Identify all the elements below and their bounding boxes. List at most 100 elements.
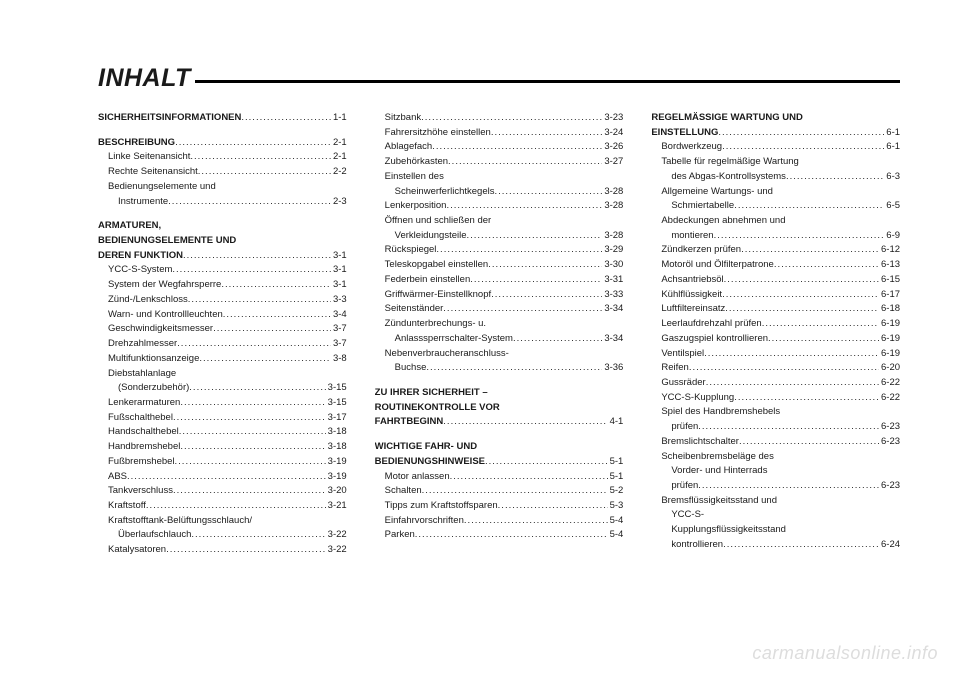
- toc-leader-dots: [725, 302, 879, 312]
- toc-entry-label: Vorder- und Hinterrads: [671, 464, 767, 479]
- toc-entry: Gussräder6-22: [651, 376, 900, 391]
- toc-entry-label: prüfen: [671, 479, 698, 494]
- toc-entry: Motor anlassen5-1: [375, 470, 624, 485]
- toc-entry-label: Warn- und Kontrollleuchten: [108, 308, 223, 323]
- toc-entry: Kühlflüssigkeit6-17: [651, 288, 900, 303]
- toc-entry: Multifunktionsanzeige3-8: [98, 352, 347, 367]
- toc-leader-dots: [498, 499, 608, 509]
- toc-entry-page: 3-3: [331, 293, 347, 308]
- toc-leader-dots: [724, 273, 879, 283]
- toc-entry-page: 6-1: [884, 126, 900, 141]
- toc-entry-page: 6-22: [879, 391, 900, 406]
- toc-entry-label: Überlaufschlauch: [118, 528, 191, 543]
- toc-leader-dots: [223, 308, 331, 318]
- toc-entry-label: BEDIENUNGSHINWEISE: [375, 455, 485, 470]
- toc-entry: Kraftstoff3-21: [98, 499, 347, 514]
- toc-spacer: [98, 209, 347, 219]
- toc-leader-dots: [450, 470, 608, 480]
- toc-entry: System der Wegfahrsperre3-1: [98, 278, 347, 293]
- toc-entry-label: Achsantriebsöl: [661, 273, 723, 288]
- toc-entry-label: Rechte Seitenansicht: [108, 165, 198, 180]
- toc-entry-label: Kraftstoff: [108, 499, 146, 514]
- toc-entry: Bremsflüssigkeitsstand und: [651, 494, 900, 509]
- toc-entry-page: 3-28: [602, 199, 623, 214]
- toc-entry-label: Reifen: [661, 361, 688, 376]
- toc-leader-dots: [470, 273, 602, 283]
- toc-entry: YCC-S-Kupplung6-22: [651, 391, 900, 406]
- toc-column-3: REGELMÄSSIGE WARTUNG UNDEINSTELLUNG6-1Bo…: [651, 111, 900, 558]
- toc-entry-page: 5-4: [608, 528, 624, 543]
- toc-entry-label: Öffnen und schließen der: [385, 214, 492, 229]
- toc-entry-label: Bordwerkzeug: [661, 140, 722, 155]
- toc-entry: YCC-S-: [651, 508, 900, 523]
- toc-entry-label: Zündunterbrechungs- u.: [385, 317, 486, 332]
- toc-entry-label: ROUTINEKONTROLLE VOR: [375, 401, 500, 416]
- toc-entry-page: 3-15: [326, 396, 347, 411]
- toc-entry-label: Tipps zum Kraftstoffsparen: [385, 499, 498, 514]
- toc-entry-page: 6-19: [879, 347, 900, 362]
- toc-column-1: SICHERHEITSINFORMATIONEN1-1BESCHREIBUNG2…: [98, 111, 347, 558]
- toc-entry-label: Diebstahlanlage: [108, 367, 176, 382]
- toc-entry: Federbein einstellen3-31: [375, 273, 624, 288]
- toc-entry-label: Verkleidungsteile: [395, 229, 467, 244]
- toc-entry-label: Zünd-/Lenkschloss: [108, 293, 188, 308]
- toc-entry-label: des Abgas-Kontrollsystems: [671, 170, 786, 185]
- toc-entry: Rechte Seitenansicht2-2: [98, 165, 347, 180]
- toc-entry-label: Leerlaufdrehzahl prüfen: [661, 317, 761, 332]
- toc-entry: REGELMÄSSIGE WARTUNG UND: [651, 111, 900, 126]
- toc-entry: Bedienungselemente und: [98, 180, 347, 195]
- toc-leader-dots: [415, 528, 608, 538]
- toc-leader-dots: [786, 170, 884, 180]
- toc-entry-page: 3-34: [602, 302, 623, 317]
- toc-leader-dots: [722, 288, 879, 298]
- toc-entry-page: 3-29: [602, 243, 623, 258]
- toc-entry-label: Nebenverbraucheranschluss-: [385, 347, 509, 362]
- toc-entry-label: REGELMÄSSIGE WARTUNG UND: [651, 111, 802, 126]
- toc-entry: Scheibenbremsbeläge des: [651, 450, 900, 465]
- toc-entry: Lenkerarmaturen3-15: [98, 396, 347, 411]
- toc-entry-page: 3-28: [602, 229, 623, 244]
- toc-entry: Leerlaufdrehzahl prüfen 6-19: [651, 317, 900, 332]
- toc-leader-dots: [446, 199, 602, 209]
- toc-entry-page: 5-3: [608, 499, 624, 514]
- toc-entry: Parken5-4: [375, 528, 624, 543]
- toc-entry-page: 3-24: [602, 126, 623, 141]
- toc-entry-page: 3-23: [602, 111, 623, 126]
- toc-leader-dots: [443, 415, 607, 425]
- toc-entry-label: Allgemeine Wartungs- und: [661, 185, 773, 200]
- toc-leader-dots: [762, 317, 879, 327]
- toc-columns: SICHERHEITSINFORMATIONEN1-1BESCHREIBUNG2…: [98, 111, 900, 558]
- toc-entry: EINSTELLUNG6-1: [651, 126, 900, 141]
- toc-leader-dots: [706, 376, 879, 386]
- toc-entry-page: 6-22: [879, 376, 900, 391]
- toc-entry-page: 1-1: [331, 111, 347, 126]
- toc-entry: WICHTIGE FAHR- UND: [375, 440, 624, 455]
- toc-entry-page: 6-13: [879, 258, 900, 273]
- toc-spacer: [375, 376, 624, 386]
- toc-entry: Seitenständer3-34: [375, 302, 624, 317]
- toc-entry-label: Ventilspiel: [661, 347, 704, 362]
- toc-leader-dots: [432, 140, 602, 150]
- toc-entry-label: Motor anlassen: [385, 470, 450, 485]
- title-rule: [195, 80, 900, 83]
- toc-entry: Überlaufschlauch3-22: [98, 528, 347, 543]
- toc-leader-dots: [741, 243, 879, 253]
- toc-entry: DEREN FUNKTION3-1: [98, 249, 347, 264]
- toc-entry: Ventilspiel 6-19: [651, 347, 900, 362]
- toc-entry-label: SICHERHEITSINFORMATIONEN: [98, 111, 241, 126]
- toc-entry-label: Zubehörkasten: [385, 155, 448, 170]
- toc-entry: ZU IHRER SICHERHEIT –: [375, 386, 624, 401]
- toc-entry-page: 3-34: [602, 332, 623, 347]
- toc-leader-dots: [689, 361, 879, 371]
- toc-entry-label: Teleskopgabel einstellen: [385, 258, 489, 273]
- toc-entry-page: 3-19: [326, 455, 347, 470]
- toc-entry: des Abgas-Kontrollsystems6-3: [651, 170, 900, 185]
- toc-leader-dots: [177, 337, 331, 347]
- toc-entry: Abdeckungen abnehmen und: [651, 214, 900, 229]
- toc-leader-dots: [180, 396, 325, 406]
- page-title: INHALT: [98, 64, 191, 93]
- toc-leader-dots: [698, 420, 879, 430]
- toc-entry: Bordwerkzeug6-1: [651, 140, 900, 155]
- toc-entry-page: 6-19: [879, 317, 900, 332]
- toc-entry-label: Geschwindigkeitsmesser: [108, 322, 213, 337]
